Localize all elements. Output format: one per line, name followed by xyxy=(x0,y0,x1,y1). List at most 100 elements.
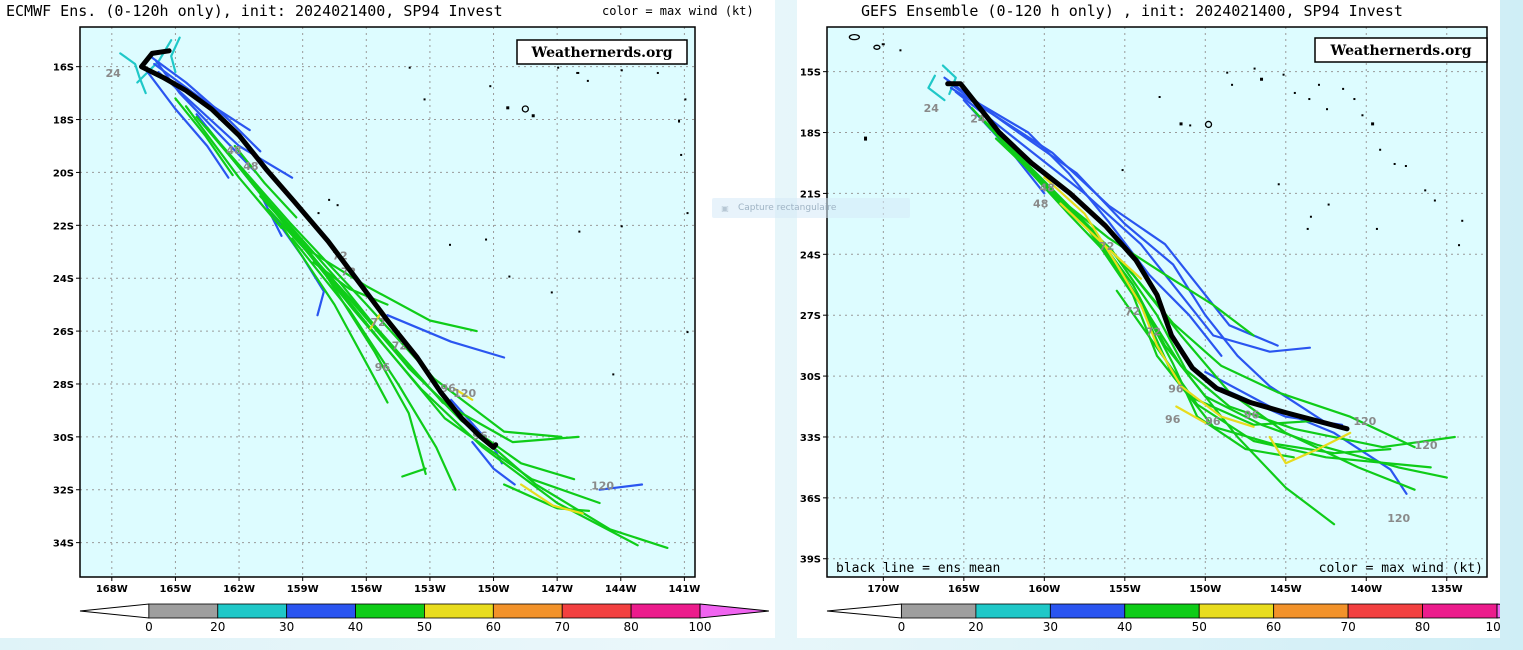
ensemble-track xyxy=(216,139,563,438)
island xyxy=(489,85,492,88)
colorbar-tick-label: 20 xyxy=(210,620,225,634)
colorbar-segment xyxy=(148,603,219,619)
island xyxy=(1461,219,1464,222)
ensemble-track xyxy=(280,224,389,404)
island-atoll xyxy=(1204,120,1213,129)
island xyxy=(1342,87,1345,90)
colorbar-tick-label: 60 xyxy=(1266,620,1281,634)
ensemble-track xyxy=(946,80,1328,424)
y-tick-label: 33S xyxy=(800,433,821,444)
gefs-mean-note: black line = ens mean xyxy=(836,561,1000,576)
island xyxy=(881,43,885,46)
colorbar-tick-label: 50 xyxy=(417,620,432,634)
y-tick-label: 18S xyxy=(53,116,74,127)
island xyxy=(1326,108,1329,111)
ensemble-track xyxy=(1027,168,1392,455)
forecast-hour-label: 72 xyxy=(1125,305,1140,318)
y-tick-label: 21S xyxy=(800,189,821,200)
colorbar-segment xyxy=(286,603,356,619)
island xyxy=(612,373,615,376)
x-tick-label: 140W xyxy=(1350,584,1382,595)
y-tick-label: 30S xyxy=(53,433,74,444)
ensemble-track xyxy=(598,483,644,491)
island xyxy=(680,153,683,156)
ecmwf-title: ECMWF Ens. (0-120h only), init: 20240214… xyxy=(6,2,503,20)
forecast-hour-label: 96 xyxy=(1168,382,1184,395)
colorbar-segment xyxy=(1422,603,1498,619)
capture-label: Capture rectangulaire xyxy=(738,203,837,213)
island xyxy=(485,238,488,241)
ensemble-track xyxy=(1043,176,1255,428)
colorbar-tick-label: 0 xyxy=(898,620,906,634)
watermark-text: Weathernerds.org xyxy=(1330,43,1472,59)
colorbar-low-arrow xyxy=(79,603,150,619)
island xyxy=(1404,165,1407,168)
island xyxy=(336,204,339,207)
colorbar-segment xyxy=(424,603,494,619)
colorbar-tick-label: 100 xyxy=(1486,620,1500,634)
island xyxy=(1121,169,1124,172)
colorbar-segment xyxy=(355,603,425,619)
x-tick-label: 155W xyxy=(1109,584,1141,595)
colorbar-segment xyxy=(975,603,1051,619)
x-tick-label: 145W xyxy=(1270,584,1302,595)
island xyxy=(899,49,902,52)
island xyxy=(408,66,411,69)
colorbar-tick-label: 30 xyxy=(279,620,294,634)
island xyxy=(656,71,659,74)
y-tick-label: 34S xyxy=(53,539,74,550)
forecast-hour-label: 120 xyxy=(1415,439,1438,452)
capture-tooltip[interactable]: ▣ Capture rectangulaire xyxy=(712,198,910,218)
ensemble-track xyxy=(148,55,262,153)
island xyxy=(1306,227,1309,230)
colorbar-segment xyxy=(630,603,701,619)
ensemble-track xyxy=(157,70,294,179)
y-tick-label: 15S xyxy=(800,68,821,79)
ensemble-track xyxy=(184,105,283,230)
colorbar-tick-label: 40 xyxy=(348,620,363,634)
x-tick-label: 141W xyxy=(668,584,700,595)
y-tick-label: 24S xyxy=(53,274,74,285)
forecast-hour-label: 24 xyxy=(924,102,940,115)
island xyxy=(1189,124,1192,127)
ensemble-track xyxy=(454,388,474,401)
colorbar-segment xyxy=(901,603,977,619)
island xyxy=(531,114,535,118)
island xyxy=(449,243,451,246)
island xyxy=(620,225,623,228)
colorbar-tick-label: 20 xyxy=(968,620,983,634)
forecast-hour-label: 48 xyxy=(1033,198,1048,211)
y-tick-label: 32S xyxy=(53,486,74,497)
ecmwf-track-map: 168W 165W 162W 159W 156W 153W 150W 147W 144W 141W… xyxy=(53,26,769,634)
colorbar-segment xyxy=(1273,603,1349,619)
x-tick-label: 165W xyxy=(159,584,191,595)
colorbar-tick-label: 40 xyxy=(1117,620,1132,634)
island xyxy=(586,79,589,82)
island xyxy=(1158,96,1161,99)
ensemble-track xyxy=(1175,405,1207,424)
forecast-hour-label: 96 xyxy=(1205,415,1221,428)
forecast-hour-label: 96 xyxy=(441,382,457,395)
capture-icon: ▣ xyxy=(721,203,729,213)
forecast-hour-label: 48 xyxy=(226,144,241,157)
ensemble-track xyxy=(291,237,457,491)
ensemble-track xyxy=(174,97,234,177)
island xyxy=(686,212,689,215)
x-tick-label: 168W xyxy=(96,584,128,595)
island xyxy=(1277,183,1280,186)
forecast-hour-label: 96 xyxy=(1244,409,1260,422)
y-tick-label: 27S xyxy=(800,311,821,322)
island xyxy=(620,69,623,72)
colorbar-low-arrow xyxy=(826,603,902,619)
colorbar-segment xyxy=(217,603,288,619)
y-tick-label: 20S xyxy=(53,168,74,179)
island xyxy=(1226,71,1229,74)
y-tick-label: 30S xyxy=(800,372,821,383)
island xyxy=(1282,73,1285,76)
ensemble-track xyxy=(943,76,1223,357)
colorbar-tick-label: 0 xyxy=(145,620,153,634)
forecast-hour-label: 72 xyxy=(371,316,386,329)
island xyxy=(1253,67,1256,70)
forecast-hour-label: 24 xyxy=(970,112,986,125)
colorbar-segment xyxy=(1198,603,1275,619)
